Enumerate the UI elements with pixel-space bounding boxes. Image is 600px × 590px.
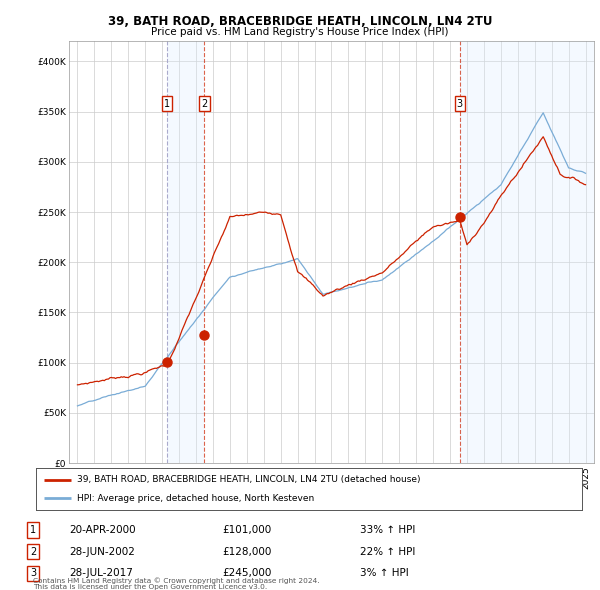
Text: 1: 1 <box>30 525 36 535</box>
Text: Price paid vs. HM Land Registry's House Price Index (HPI): Price paid vs. HM Land Registry's House … <box>151 27 449 37</box>
Text: 39, BATH ROAD, BRACEBRIDGE HEATH, LINCOLN, LN4 2TU (detached house): 39, BATH ROAD, BRACEBRIDGE HEATH, LINCOL… <box>77 476 421 484</box>
Text: This data is licensed under the Open Government Licence v3.0.: This data is licensed under the Open Gov… <box>33 584 267 590</box>
Text: 28-JUL-2017: 28-JUL-2017 <box>69 569 133 578</box>
Text: 3: 3 <box>457 99 463 109</box>
Text: £128,000: £128,000 <box>222 547 271 556</box>
Bar <box>460 41 594 463</box>
Text: £101,000: £101,000 <box>222 525 271 535</box>
Text: 3: 3 <box>30 569 36 578</box>
Text: 2: 2 <box>30 547 36 556</box>
Text: 33% ↑ HPI: 33% ↑ HPI <box>360 525 415 535</box>
Text: 28-JUN-2002: 28-JUN-2002 <box>69 547 135 556</box>
Text: £245,000: £245,000 <box>222 569 271 578</box>
Text: 2: 2 <box>201 99 208 109</box>
Text: 3% ↑ HPI: 3% ↑ HPI <box>360 569 409 578</box>
Text: 1: 1 <box>164 99 170 109</box>
Bar <box>167 41 205 463</box>
Text: HPI: Average price, detached house, North Kesteven: HPI: Average price, detached house, Nort… <box>77 494 314 503</box>
Text: 20-APR-2000: 20-APR-2000 <box>69 525 136 535</box>
Text: 39, BATH ROAD, BRACEBRIDGE HEATH, LINCOLN, LN4 2TU: 39, BATH ROAD, BRACEBRIDGE HEATH, LINCOL… <box>108 15 492 28</box>
Text: Contains HM Land Registry data © Crown copyright and database right 2024.: Contains HM Land Registry data © Crown c… <box>33 578 320 584</box>
Text: 22% ↑ HPI: 22% ↑ HPI <box>360 547 415 556</box>
